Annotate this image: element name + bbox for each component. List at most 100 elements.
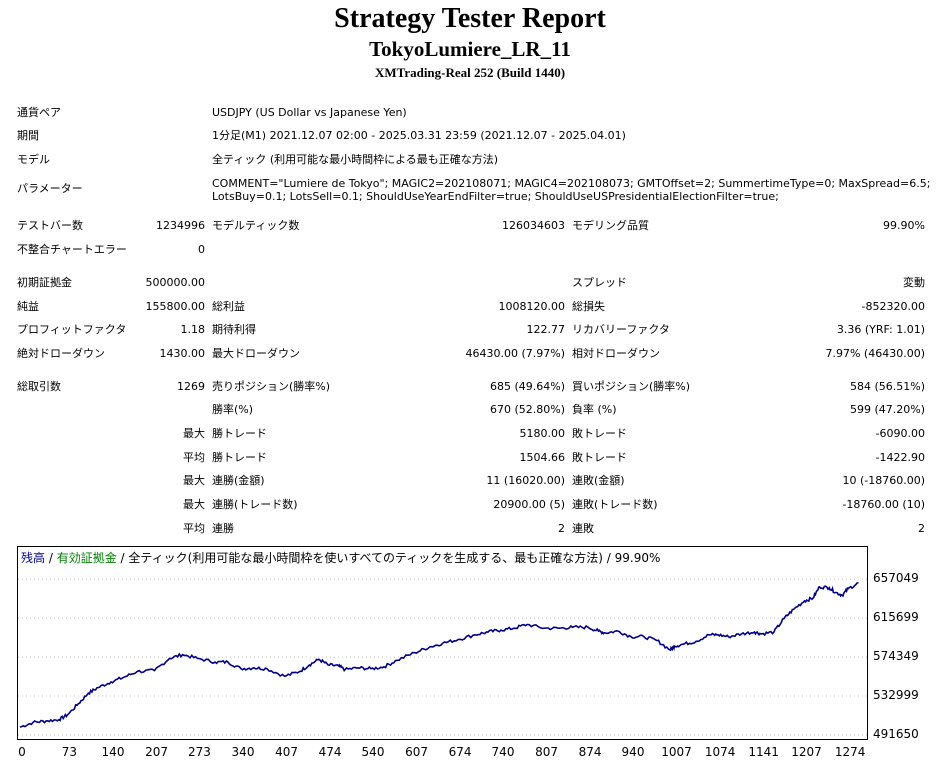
total-trades-value: 1269 xyxy=(177,380,205,393)
max-label-2: 最大 xyxy=(183,474,205,487)
model-value: 全ティック (利用可能な最小時間枠による最も正確な方法) xyxy=(212,153,499,166)
avg-label-2: 平均 xyxy=(183,522,205,535)
initial-deposit-value: 500000.00 xyxy=(145,276,206,289)
model-quality-value: 99.90% xyxy=(883,219,925,232)
legend-equity: 有効証拠金 xyxy=(56,551,117,565)
x-tick-label: 73 xyxy=(61,745,78,759)
net-profit-value: 155800.00 xyxy=(145,300,206,313)
max-dd-label: 最大ドローダウン xyxy=(212,347,300,360)
max-loss-value: -6090.00 xyxy=(875,427,925,440)
x-tick-label: 1007 xyxy=(661,745,692,759)
gross-profit-value: 1008120.00 xyxy=(498,300,565,313)
test-bars-value: 1234996 xyxy=(156,219,205,232)
y-tick-label: 532999 xyxy=(873,688,919,703)
chart-legend: 残高 / 有効証拠金 / 全ティック(利用可能な最小時間枠を使いすべてのティック… xyxy=(21,551,660,565)
avg-label: 平均 xyxy=(183,451,205,464)
balance-line xyxy=(19,582,859,728)
model-quality-label: モデリング品質 xyxy=(572,219,649,232)
balance-chart-svg xyxy=(18,578,867,736)
max-consec-win-amt-label: 連勝(金額) xyxy=(212,474,265,487)
x-tick-label: 1074 xyxy=(704,745,736,759)
x-tick-label: 0 xyxy=(18,745,26,759)
x-tick-label: 740 xyxy=(491,745,515,759)
balance-chart: 残高 / 有効証拠金 / 全ティック(利用可能な最小時間枠を使いすべてのティック… xyxy=(17,546,868,740)
total-trades-label: 総取引数 xyxy=(17,380,61,393)
initial-deposit-label: 初期証拠金 xyxy=(17,276,72,289)
max-label-3: 最大 xyxy=(183,498,205,511)
x-tick-label: 207 xyxy=(145,745,168,759)
legend-balance: 残高 xyxy=(21,551,46,565)
server-build: XMTrading-Real 252 (Build 1440) xyxy=(374,65,566,80)
x-tick-label: 674 xyxy=(448,745,472,759)
loss-rate-value: 599 (47.20%) xyxy=(849,403,925,416)
symbol-value: USDJPY (US Dollar vs Japanese Yen) xyxy=(212,106,407,119)
abs-dd-value: 1430.00 xyxy=(159,347,206,360)
long-value: 584 (56.51%) xyxy=(849,380,925,393)
gross-loss-label: 総損失 xyxy=(572,300,605,313)
avg-loss-label: 敗トレード xyxy=(572,451,627,464)
report-title: Strategy Tester Report xyxy=(334,3,606,34)
net-profit-label: 純益 xyxy=(17,300,39,313)
max-consec-win-cnt-label: 連勝(トレード数) xyxy=(212,498,298,511)
parameters-label: パラメーター xyxy=(17,182,83,195)
x-tick-label: 407 xyxy=(275,745,298,759)
long-label: 買いポジション(勝率%) xyxy=(572,380,691,393)
max-consec-loss-amt-value: 10 (-18760.00) xyxy=(842,474,925,487)
ea-name: TokyoLumiere_LR_11 xyxy=(369,37,571,61)
max-consec-win-amt-value: 11 (16020.00) xyxy=(486,474,565,487)
x-tick-label: 940 xyxy=(621,745,645,759)
recovery-factor-label: リカバリーファクタ xyxy=(572,323,670,336)
max-win-value: 5180.00 xyxy=(519,427,566,440)
rel-dd-value: 7.97% (46430.00) xyxy=(825,347,925,360)
x-tick-label: 340 xyxy=(231,745,255,759)
chart-grid xyxy=(18,578,867,736)
short-label: 売りポジション(勝率%) xyxy=(212,380,331,393)
gross-loss-value: -852320.00 xyxy=(861,300,925,313)
x-tick-label: 807 xyxy=(535,745,558,759)
max-consec-loss-cnt-value: -18760.00 (10) xyxy=(842,498,925,511)
max-consec-loss-cnt-label: 連敗(トレード数) xyxy=(572,498,658,511)
max-win-label: 勝トレード xyxy=(212,427,267,440)
model-ticks-label: モデルティック数 xyxy=(212,219,300,232)
x-tick-label: 273 xyxy=(187,745,211,759)
rel-dd-label: 相対ドローダウン xyxy=(572,347,660,360)
gross-profit-label: 総利益 xyxy=(212,300,245,313)
win-rate-value: 670 (52.80%) xyxy=(489,403,565,416)
recovery-factor-value: 3.36 (YRF: 1.01) xyxy=(836,323,925,336)
x-tick-label: 140 xyxy=(101,745,125,759)
avg-consec-win-value: 2 xyxy=(558,522,565,535)
y-tick-label: 615699 xyxy=(873,610,919,625)
win-rate-label: 勝率(%) xyxy=(212,403,254,416)
x-tick-label: 607 xyxy=(405,745,428,759)
y-tick-label: 657049 xyxy=(873,571,919,586)
test-bars-label: テストバー数 xyxy=(17,219,83,232)
avg-consec-loss-label: 連敗 xyxy=(572,522,594,535)
avg-consec-win-label: 連勝 xyxy=(212,522,234,535)
profit-factor-label: プロフィットファクタ xyxy=(17,323,127,336)
x-tick-label: 540 xyxy=(361,745,385,759)
y-tick-label: 491650 xyxy=(873,727,919,741)
max-label: 最大 xyxy=(183,427,205,440)
x-tick-label: 474 xyxy=(318,745,342,759)
y-tick-label: 574349 xyxy=(873,649,919,664)
x-tick-label: 1207 xyxy=(791,745,822,759)
short-value: 685 (49.64%) xyxy=(489,380,565,393)
expected-payoff-label: 期待利得 xyxy=(212,323,256,336)
period-value: 1分足(M1) 2021.12.07 02:00 - 2025.03.31 23… xyxy=(212,129,626,142)
parameters-value-line2: LotsBuy=0.1; LotsSell=0.1; ShouldUseYear… xyxy=(212,190,779,203)
max-consec-loss-amt-label: 連敗(金額) xyxy=(572,474,625,487)
period-label: 期間 xyxy=(17,129,39,142)
parameters-value-line1: COMMENT="Lumiere de Tokyo"; MAGIC2=20210… xyxy=(212,177,931,190)
x-tick-label: 1141 xyxy=(748,745,779,759)
max-dd-value: 46430.00 (7.97%) xyxy=(465,347,565,360)
max-loss-label: 敗トレード xyxy=(572,427,627,440)
profit-factor-value: 1.18 xyxy=(180,323,206,336)
model-ticks-value: 126034603 xyxy=(502,219,565,232)
max-consec-win-cnt-value: 20900.00 (5) xyxy=(493,498,565,511)
abs-dd-label: 絶対ドローダウン xyxy=(17,347,105,360)
avg-win-value: 1504.66 xyxy=(519,451,566,464)
expected-payoff-value: 122.77 xyxy=(526,323,566,336)
spread-label: スプレッド xyxy=(572,276,627,289)
avg-loss-value: -1422.90 xyxy=(875,451,925,464)
avg-win-label: 勝トレード xyxy=(212,451,267,464)
